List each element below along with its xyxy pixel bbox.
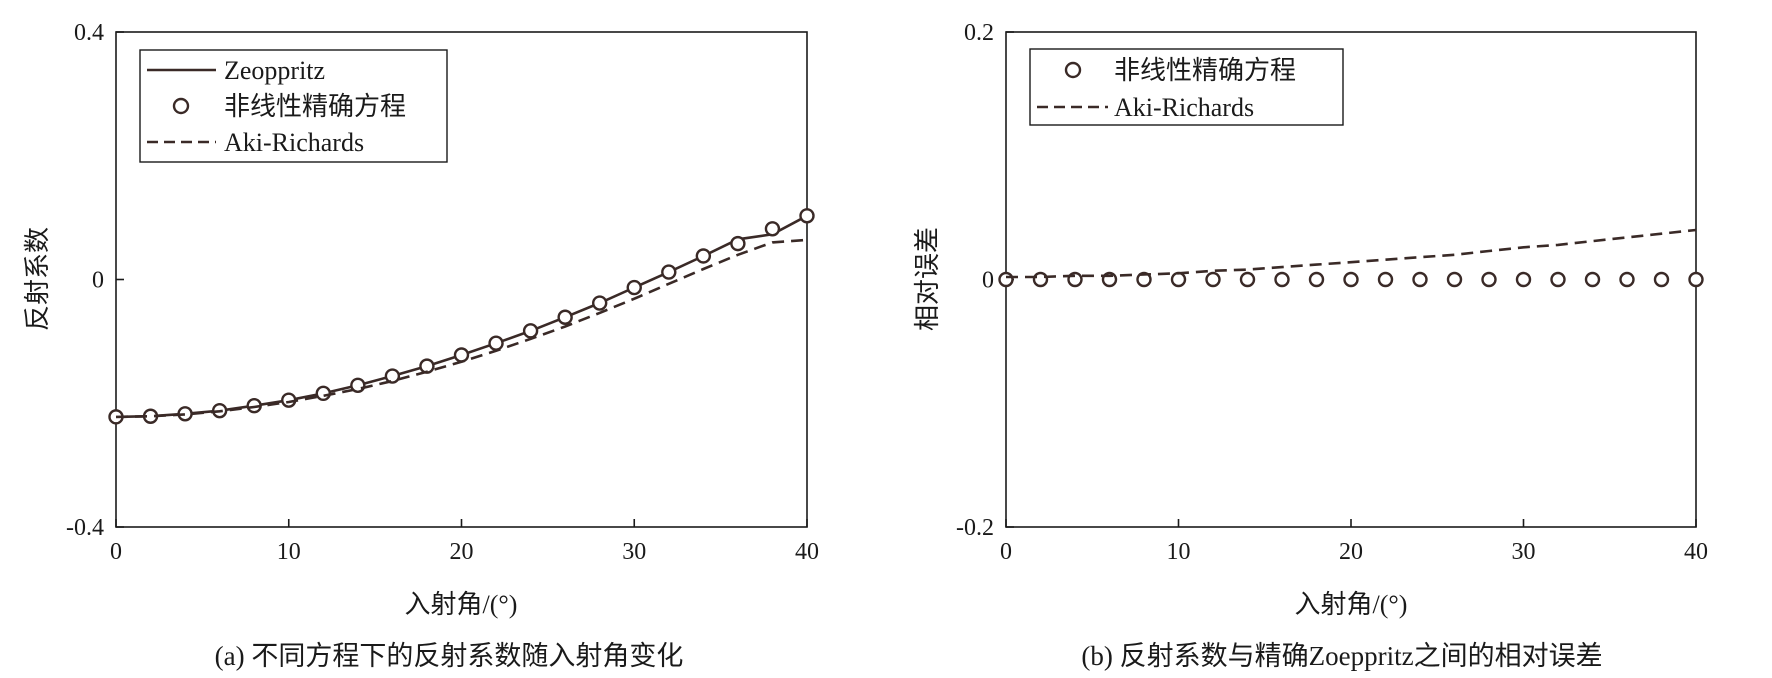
data-point-circle: [1308, 271, 1325, 288]
data-point-circle: [557, 309, 573, 325]
x-tick-label: 0: [1000, 539, 1012, 565]
panel-a-legend-aki-richards: Aki-Richards: [224, 128, 364, 157]
data-point-circle: [626, 279, 642, 296]
panel-b-data-marks: [998, 228, 1704, 288]
series-line-aki-richards: [1006, 228, 1697, 279]
x-tick-label: 20: [1339, 539, 1363, 565]
data-point-circle: [1343, 271, 1359, 288]
data-point-circle: [764, 221, 781, 237]
panel-a-legend-box: [139, 49, 448, 163]
data-point-circle: [1584, 271, 1601, 288]
data-point-circle: [1653, 271, 1670, 288]
data-point-circle: [1515, 271, 1532, 288]
x-tick-label: 0: [110, 539, 122, 565]
panel-a-legend: Zeoppritz 非线性精确方程 Aki-Richards: [139, 49, 448, 163]
data-point-circle: [488, 335, 504, 351]
data-point-circle: [1619, 271, 1635, 288]
panel-a-legend-nonlinear: 非线性精确方程: [224, 92, 406, 121]
data-point-circle: [384, 368, 401, 384]
panel-a-data-marks: [108, 208, 815, 425]
panel-b-legend-aki-richards: Aki-Richards: [1114, 93, 1254, 122]
data-point-circle: [315, 385, 331, 402]
data-point-circle: [799, 208, 815, 224]
panel-b-x-axis-label: 入射角/(°): [1295, 590, 1408, 619]
data-point-circle: [1446, 271, 1463, 288]
series-line-zeoppritz: [115, 214, 808, 419]
panel-a-caption: (a) 不同方程下的反射系数随入射角变化: [215, 641, 684, 671]
panel-b-chart: 0 10 20 30 40-0.200.2 非线性精确方程 Aki-Richards 入…: [913, 20, 1708, 671]
data-point-circle: [522, 323, 539, 339]
x-tick-label: 30: [1512, 539, 1536, 565]
data-point-circle: [453, 347, 470, 363]
x-tick-label: 10: [277, 539, 301, 565]
panel-a-x-axis-label: 入射角/(°): [405, 590, 518, 619]
x-tick-label: 30: [622, 539, 646, 565]
data-point-circle: [998, 271, 1014, 288]
panel-a-axis-ticks: 0 10 20 30 40-0.400.4: [66, 20, 819, 565]
y-tick-label: -0.4: [66, 515, 104, 541]
x-tick-label: 40: [795, 539, 819, 565]
data-point-circle: [1377, 271, 1394, 288]
panel-a-legend-zeoppritz: Zeoppritz: [224, 56, 325, 85]
data-point-circle: [730, 235, 746, 252]
data-point-circle: [1412, 271, 1428, 288]
data-point-circle: [1688, 271, 1704, 288]
series-line-aki-richards: [115, 238, 808, 419]
legend-circle-swatch: [1064, 61, 1082, 79]
panel-b-axis-ticks: 0 10 20 30 40-0.200.2: [956, 20, 1708, 565]
y-tick-label: 0: [982, 268, 994, 294]
panel-b-caption: (b) 反射系数与精确Zoeppritz之间的相对误差: [1081, 641, 1602, 671]
data-point-circle: [1239, 271, 1256, 288]
y-tick-label: 0: [92, 268, 104, 294]
data-point-circle: [1170, 271, 1187, 288]
panel-b-legend-box: [1029, 48, 1344, 126]
data-point-circle: [695, 248, 712, 264]
y-tick-label: 0.4: [74, 20, 104, 46]
x-tick-label: 10: [1167, 539, 1191, 565]
panel-a-chart: 0 10 20 30 40-0.400.4 Zeoppritz 非线性精确方程 Aki-…: [23, 20, 819, 671]
data-point-circle: [1032, 271, 1049, 288]
x-tick-label: 20: [450, 539, 474, 565]
y-tick-label: -0.2: [956, 515, 994, 541]
y-tick-label: 0.2: [964, 20, 994, 46]
panel-b-y-axis-label: 相对误差: [913, 227, 942, 331]
data-point-circle: [1136, 271, 1152, 288]
legend-circle-swatch: [172, 97, 190, 115]
data-point-circle: [1274, 271, 1290, 288]
data-point-circle: [1550, 271, 1566, 288]
x-tick-label: 40: [1684, 539, 1708, 565]
panel-b-legend-nonlinear: 非线性精确方程: [1114, 56, 1296, 85]
panel-b-legend: 非线性精确方程 Aki-Richards: [1029, 48, 1344, 126]
data-point-circle: [661, 264, 677, 280]
data-point-circle: [592, 295, 608, 311]
data-point-circle: [1481, 271, 1497, 288]
data-point-circle: [1205, 271, 1221, 288]
panel-a-y-axis-label: 反射系数: [23, 227, 52, 331]
